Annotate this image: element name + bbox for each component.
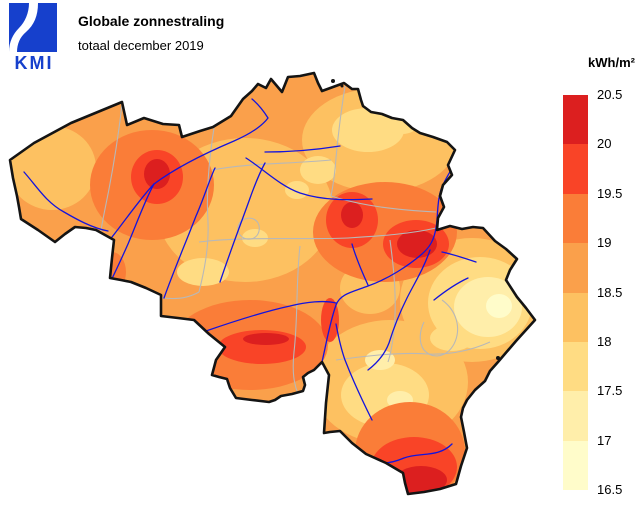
radiation-hotspot <box>243 333 289 345</box>
kmi-logo-mark <box>9 3 57 52</box>
radiation-zone <box>10 126 96 210</box>
radiation-hotspot <box>395 466 447 494</box>
radiation-hotspot <box>341 202 363 228</box>
legend-swatch <box>563 144 588 194</box>
page-title: Globale zonnestraling <box>78 13 225 29</box>
enclave-dot <box>496 356 500 360</box>
legend-label: 17 <box>597 432 612 448</box>
river-scheldt <box>153 98 269 185</box>
legend-swatch <box>563 391 588 441</box>
radiation-hotspot <box>144 159 170 189</box>
radiation-zone <box>285 181 309 199</box>
radiation-hotspot <box>397 230 437 258</box>
legend-swatch <box>563 440 588 491</box>
legend-label: 19.5 <box>597 185 623 201</box>
river-sambre <box>205 300 337 332</box>
river-zenne <box>219 162 266 283</box>
radiation-zone <box>300 156 336 184</box>
legend-swatch <box>563 95 588 145</box>
river-nete <box>264 145 341 153</box>
river-vesdre <box>441 251 477 263</box>
legend-color-bar <box>563 95 588 491</box>
legend-label: 17.5 <box>597 383 623 399</box>
color-legend: kWh/m² 20.5 20 19.5 19 18.5 18 17.5 17 1… <box>560 55 640 507</box>
legend-label: 20.5 <box>597 87 623 102</box>
river-demer <box>245 157 373 201</box>
river-lesse <box>335 323 373 421</box>
radiation-zone <box>486 294 512 318</box>
legend-unit: kWh/m² <box>588 55 635 70</box>
legend-label: 16.5 <box>597 482 623 498</box>
legend-swatch <box>563 193 588 244</box>
legend-label: 18.5 <box>597 284 623 300</box>
enclave-dot <box>331 79 335 83</box>
legend-swatch <box>563 341 588 392</box>
river-ambleve <box>433 277 469 301</box>
river-yser <box>23 171 109 232</box>
radiation-zones <box>10 73 535 494</box>
page-subtitle: totaal december 2019 <box>78 38 204 53</box>
river-gete <box>351 243 369 286</box>
kmi-logo: KMI <box>9 3 59 74</box>
river-ourthe <box>367 249 431 371</box>
legend-swatch <box>563 292 588 342</box>
legend-label: 20 <box>597 136 612 152</box>
legend-label: 18 <box>597 334 612 349</box>
radiation-zone <box>365 350 395 370</box>
legend-label: 19 <box>597 235 612 251</box>
country-border <box>8 71 537 496</box>
kmi-logo-text: KMI <box>14 53 54 73</box>
enclave-dot <box>340 84 344 88</box>
legend-swatch <box>563 243 588 293</box>
radiation-zone <box>430 325 474 351</box>
radiation-zone <box>332 108 404 152</box>
river-dender <box>163 167 216 299</box>
